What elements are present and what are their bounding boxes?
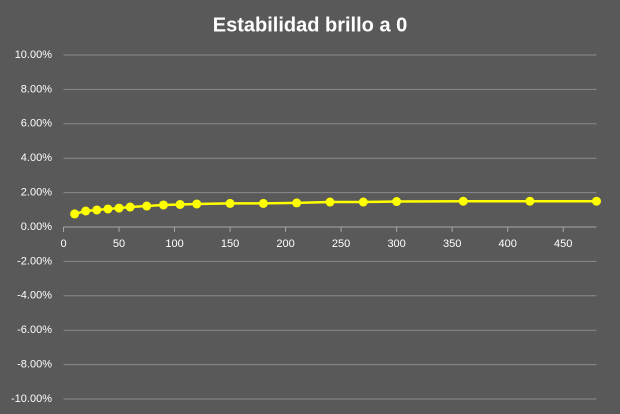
- point: [325, 197, 335, 207]
- point: [525, 196, 535, 206]
- point: [192, 199, 202, 209]
- point: [81, 206, 91, 216]
- x-tick-label: 400: [498, 238, 516, 250]
- point: [142, 201, 152, 211]
- x-tick-label: 300: [387, 238, 405, 250]
- y-tick-label: -6.00%: [17, 324, 52, 336]
- y-tick-label: -2.00%: [17, 255, 52, 267]
- y-tick-label: 10.00%: [15, 49, 53, 61]
- x-tick-label: 150: [221, 238, 239, 250]
- x-tick-label: 100: [165, 238, 183, 250]
- x-tick-label: 450: [554, 238, 572, 250]
- y-tick-label: 2.00%: [21, 187, 52, 199]
- y-tick-label: -8.00%: [17, 359, 52, 371]
- x-tick-label: 200: [276, 238, 294, 250]
- point: [392, 197, 402, 207]
- point: [125, 202, 135, 212]
- y-tick-label: -10.00%: [11, 393, 52, 405]
- point: [70, 209, 80, 219]
- x-tick-label: 250: [332, 238, 350, 250]
- point: [592, 196, 601, 206]
- series-line: [74, 199, 597, 216]
- point: [92, 205, 102, 215]
- y-tick-label: 8.00%: [21, 83, 52, 95]
- point: [225, 198, 235, 208]
- point: [358, 197, 368, 207]
- point: [258, 198, 268, 208]
- y-tick-label: 4.00%: [21, 152, 52, 164]
- point: [458, 196, 468, 206]
- point: [292, 198, 302, 208]
- point: [175, 199, 185, 209]
- x-tick-label: 0: [60, 238, 66, 250]
- x-tick-label: 350: [443, 238, 461, 250]
- y-tick-label: 0.00%: [21, 221, 52, 233]
- point: [158, 200, 168, 210]
- chart-title: Estabilidad brillo a 0: [213, 14, 408, 36]
- x-tick-label: 50: [113, 238, 125, 250]
- y-tick-label: 6.00%: [21, 118, 52, 130]
- y-tick-label: -4.00%: [17, 290, 52, 302]
- point: [103, 204, 113, 214]
- point: [114, 203, 124, 213]
